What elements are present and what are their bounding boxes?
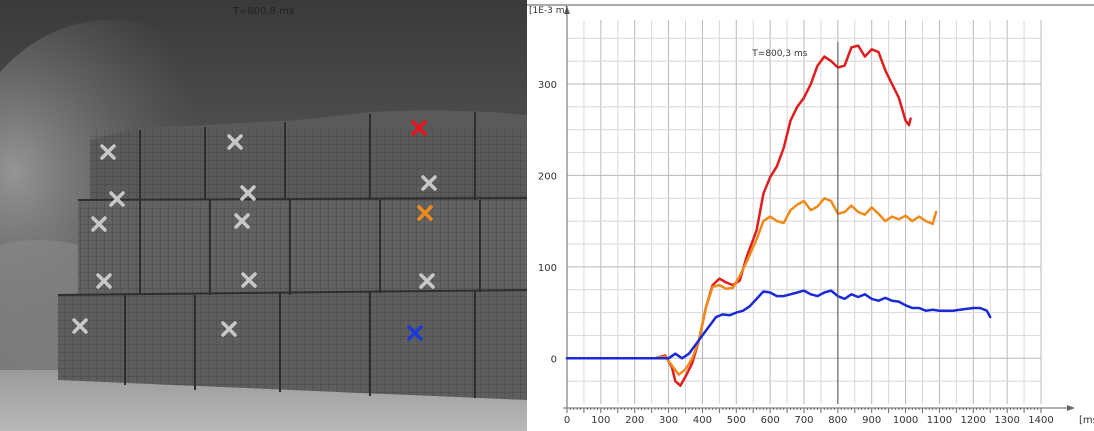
tracking-marker xyxy=(91,216,107,232)
time-cursor-label: T=800,3 ms xyxy=(751,49,807,59)
plot-series xyxy=(565,44,992,387)
displacement-plot-panel: 0 100 200 300 400 500 600 700 800 900 1000 1100 1200… xyxy=(527,0,1094,431)
y-tick-label: 100 xyxy=(538,263,557,274)
tracking-marker xyxy=(411,120,427,136)
x-tick-label: 1400 xyxy=(1028,415,1053,426)
tracking-marker xyxy=(419,273,435,289)
tracking-marker xyxy=(227,134,243,150)
y-tick-label: 0 xyxy=(551,354,557,365)
tracking-marker xyxy=(240,185,256,201)
video-frame xyxy=(0,0,527,431)
x-tick-label: 600 xyxy=(761,415,780,426)
series-line-1 xyxy=(565,44,912,387)
series-line-2 xyxy=(565,197,938,376)
tracking-marker xyxy=(96,273,112,289)
x-tick-label: 200 xyxy=(625,415,644,426)
plot-grid xyxy=(566,20,1042,404)
x-axis-unit-label: [ms] xyxy=(1079,415,1094,426)
x-tick-label: 900 xyxy=(862,415,881,426)
tracking-marker xyxy=(109,191,125,207)
frame-time-label: T=800,8 ms xyxy=(232,6,295,17)
x-tick-label: 1300 xyxy=(994,415,1019,426)
displacement-plot: 0 100 200 300 400 500 600 700 800 900 1000 1100 1200… xyxy=(527,4,1094,426)
series-line-3 xyxy=(565,289,992,360)
tracking-marker xyxy=(234,213,250,229)
tracking-marker xyxy=(221,321,237,337)
x-tick-label: 1100 xyxy=(927,415,952,426)
x-axis-arrow xyxy=(1067,405,1075,411)
tracking-marker xyxy=(241,272,257,288)
tracking-marker xyxy=(100,144,116,160)
x-tick-label: 1200 xyxy=(961,415,986,426)
gabion-box-edges xyxy=(57,112,527,398)
tracking-marker xyxy=(407,325,423,341)
y-axis-arrow xyxy=(564,6,570,14)
tracking-marker xyxy=(417,205,433,221)
y-tick-label: 200 xyxy=(538,171,557,182)
x-tick-label: 300 xyxy=(659,415,678,426)
plot-axes xyxy=(527,4,1094,413)
x-tick-label: 0 xyxy=(564,415,570,426)
x-tick-label: 400 xyxy=(693,415,712,426)
x-tick-label: 1000 xyxy=(893,415,918,426)
gabion-row-bottom xyxy=(58,290,527,400)
video-frame-panel: T=800,8 ms xyxy=(0,0,527,431)
y-axis-unit-label: [1E-3 m] xyxy=(529,6,568,16)
y-tick-label: 300 xyxy=(538,80,557,91)
tracking-markers xyxy=(72,120,437,341)
gabion-row-middle xyxy=(78,200,527,295)
gabion-row-top xyxy=(90,110,527,200)
tracking-marker xyxy=(421,175,437,191)
x-tick-label: 500 xyxy=(727,415,746,426)
x-tick-label: 800 xyxy=(828,415,847,426)
plot-labels: 0 100 200 300 400 500 600 700 800 900 1000 1100 1200… xyxy=(529,6,1094,426)
x-tick-label: 700 xyxy=(794,415,813,426)
tracking-marker xyxy=(72,318,88,334)
x-tick-label: 100 xyxy=(591,415,610,426)
